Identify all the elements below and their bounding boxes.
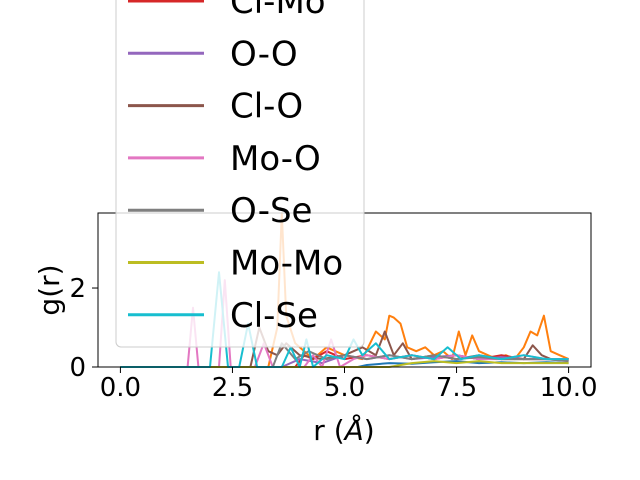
series-layer [120,212,569,368]
legend-label: Cl-Se [230,296,318,336]
series-line-mo-mo [120,360,569,368]
legend: Cl-Mo O-O Cl-O Mo-O O-Se Mo-Mo Cl-Se [115,0,365,348]
legend-label: Mo-Mo [230,244,343,284]
series-line-cl-se [120,271,569,368]
y-tick-label: 0 [69,353,86,383]
x-tick-label: 5.0 [324,373,365,403]
legend-label: Mo-O [230,139,321,179]
legend-label: O-O [230,34,298,74]
legend-label: Cl-O [230,87,303,127]
x-tick-label: 2.5 [212,373,253,403]
x-tick-label: 0.0 [100,373,141,403]
x-tick-label: 10.0 [540,373,598,403]
legend-label: O-Se [230,191,312,231]
y-axis-label: g(r) [33,264,66,315]
series-line-cl-o [120,326,569,368]
x-axis-label: r (Å) [313,413,374,447]
series-line-o-se [120,342,569,368]
legend-label: Cl-Mo [230,0,326,22]
series-line-mo-o [120,279,569,368]
y-tick-label: 2 [69,274,86,304]
x-tick-label: 7.5 [436,373,477,403]
tick-layer: 0.0 2.5 5.0 7.5 10.0 0 2 [69,274,597,403]
legend-box [115,0,365,348]
